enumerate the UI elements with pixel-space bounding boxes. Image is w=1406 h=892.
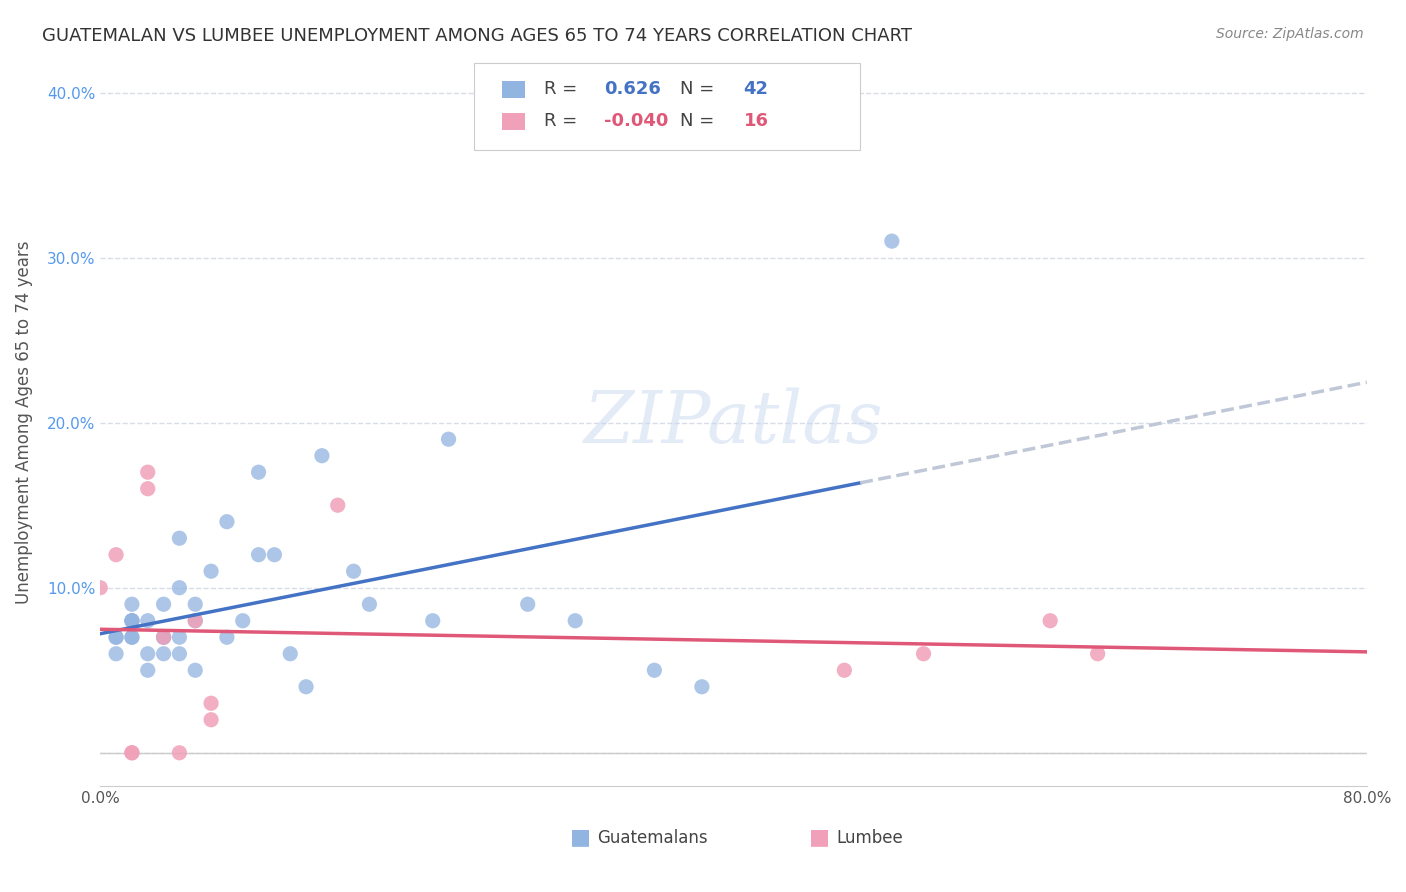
Point: [215, 630, 238, 644]
Point: [105, 647, 128, 661]
Text: R =: R =: [544, 112, 582, 130]
Text: Guatemalans: Guatemalans: [598, 829, 709, 847]
Point: [121, 630, 143, 644]
Point: [169, 531, 191, 545]
Point: [295, 680, 318, 694]
Text: Source: ZipAtlas.com: Source: ZipAtlas.com: [1216, 27, 1364, 41]
Text: Lumbee: Lumbee: [837, 829, 903, 847]
Point: [278, 647, 301, 661]
Point: [1039, 614, 1062, 628]
Point: [200, 564, 222, 578]
Text: N =: N =: [681, 79, 720, 97]
Point: [152, 630, 174, 644]
Point: [326, 498, 349, 512]
Text: 42: 42: [744, 79, 769, 97]
Point: [89, 581, 111, 595]
Point: [152, 630, 174, 644]
Point: [105, 630, 128, 644]
Point: [152, 647, 174, 661]
Text: ■: ■: [808, 827, 830, 847]
Point: [121, 597, 143, 611]
Point: [169, 746, 191, 760]
Y-axis label: Unemployment Among Ages 65 to 74 years: Unemployment Among Ages 65 to 74 years: [15, 241, 32, 605]
Point: [184, 614, 207, 628]
Point: [169, 630, 191, 644]
Point: [643, 663, 665, 677]
Point: [311, 449, 333, 463]
Point: [690, 680, 713, 694]
Point: [136, 647, 159, 661]
Point: [136, 482, 159, 496]
Point: [232, 614, 254, 628]
Point: [121, 614, 143, 628]
Point: [184, 614, 207, 628]
Text: 16: 16: [744, 112, 769, 130]
Point: [105, 548, 128, 562]
Point: [422, 614, 444, 628]
Point: [880, 234, 903, 248]
Point: [564, 614, 586, 628]
Point: [121, 746, 143, 760]
Point: [215, 515, 238, 529]
Point: [121, 614, 143, 628]
Point: [263, 548, 285, 562]
Point: [247, 548, 270, 562]
Point: [121, 614, 143, 628]
Text: GUATEMALAN VS LUMBEE UNEMPLOYMENT AMONG AGES 65 TO 74 YEARS CORRELATION CHART: GUATEMALAN VS LUMBEE UNEMPLOYMENT AMONG …: [42, 27, 912, 45]
Point: [136, 614, 159, 628]
Point: [437, 432, 460, 446]
Point: [834, 663, 856, 677]
Point: [342, 564, 364, 578]
Point: [152, 597, 174, 611]
Text: N =: N =: [681, 112, 720, 130]
Point: [169, 647, 191, 661]
Point: [184, 597, 207, 611]
FancyBboxPatch shape: [502, 81, 524, 98]
Point: [1087, 647, 1109, 661]
Text: R =: R =: [544, 79, 582, 97]
Point: [912, 647, 935, 661]
Point: [136, 465, 159, 479]
Point: [359, 597, 381, 611]
Point: [121, 746, 143, 760]
Point: [105, 630, 128, 644]
Point: [200, 713, 222, 727]
Point: [200, 696, 222, 710]
Point: [516, 597, 538, 611]
Point: [136, 663, 159, 677]
Point: [121, 630, 143, 644]
Point: [247, 465, 270, 479]
Text: -0.040: -0.040: [605, 112, 669, 130]
Text: ZIPatlas: ZIPatlas: [583, 387, 883, 458]
Text: ■: ■: [569, 827, 591, 847]
Point: [152, 630, 174, 644]
Point: [169, 581, 191, 595]
FancyBboxPatch shape: [474, 63, 860, 151]
Text: 0.626: 0.626: [605, 79, 661, 97]
FancyBboxPatch shape: [502, 113, 524, 130]
Point: [184, 663, 207, 677]
